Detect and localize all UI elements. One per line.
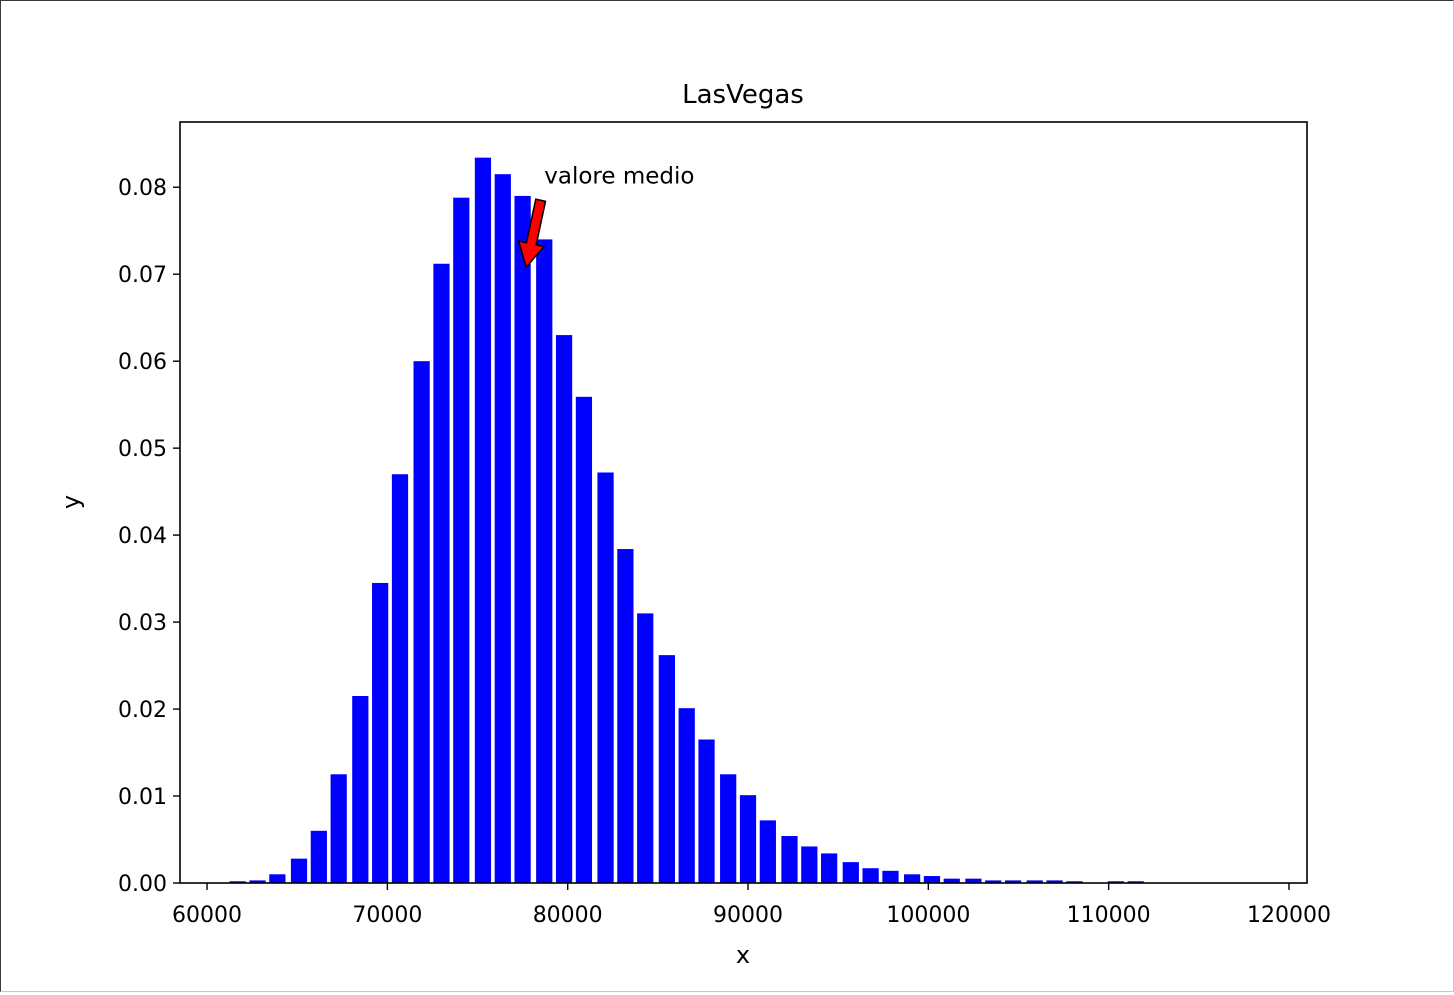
bar xyxy=(1046,880,1063,883)
bar xyxy=(575,396,593,883)
bar xyxy=(514,195,531,883)
x-tick-label: 110000 xyxy=(1067,903,1151,928)
chart-title: LasVegas xyxy=(682,80,804,110)
bar xyxy=(494,174,511,883)
bar xyxy=(413,361,430,884)
y-axis: 0.00 0.01 0.02 0.03 0.04 0.05 0.06 0.07 0.08 xyxy=(118,176,180,897)
bar xyxy=(882,870,899,883)
bar xyxy=(759,820,776,883)
bar xyxy=(229,881,246,883)
bar xyxy=(536,239,553,883)
y-tick-label: 0.08 xyxy=(118,176,167,201)
bar xyxy=(985,880,1002,883)
bar xyxy=(1066,881,1083,883)
bar xyxy=(862,868,879,883)
bar xyxy=(658,655,675,883)
y-axis-label: y xyxy=(57,495,85,509)
x-axis: 60000 70000 80000 90000 100000 110000 120000 xyxy=(172,883,1331,928)
bar xyxy=(1004,880,1022,883)
bar xyxy=(290,858,308,883)
bar xyxy=(801,846,818,883)
bar xyxy=(269,874,286,883)
y-tick-label: 0.07 xyxy=(118,263,167,288)
bar xyxy=(372,582,389,883)
x-tick-label: 90000 xyxy=(713,903,783,928)
x-tick-label: 60000 xyxy=(172,903,242,928)
y-tick-label: 0.01 xyxy=(118,785,167,810)
x-axis-label: x xyxy=(736,941,750,969)
annotation-arrow xyxy=(517,198,547,269)
bar xyxy=(1127,881,1144,883)
y-tick-label: 0.00 xyxy=(118,872,167,897)
bar xyxy=(923,876,941,883)
bar xyxy=(391,474,409,883)
bar xyxy=(903,874,921,883)
annotation-layer: valore medio xyxy=(517,164,694,269)
bar-series xyxy=(229,157,1144,884)
y-tick-label: 0.03 xyxy=(118,611,167,636)
x-tick-label: 100000 xyxy=(886,903,970,928)
plot-area-frame xyxy=(179,121,1308,884)
bar xyxy=(781,836,798,883)
x-tick-label: 120000 xyxy=(1247,903,1331,928)
x-tick-label: 70000 xyxy=(352,903,422,928)
bar xyxy=(617,549,634,883)
bar xyxy=(842,862,859,883)
bar xyxy=(555,335,573,884)
x-tick-label: 80000 xyxy=(533,903,603,928)
bar xyxy=(739,795,757,883)
bar xyxy=(698,739,715,883)
bar xyxy=(310,830,327,883)
bar xyxy=(637,613,654,883)
bar xyxy=(1026,880,1043,883)
y-tick-label: 0.02 xyxy=(118,698,167,723)
bar xyxy=(821,853,838,883)
bar xyxy=(597,472,614,883)
bar xyxy=(249,880,266,883)
bar xyxy=(720,774,737,883)
annotation-text: valore medio xyxy=(544,164,694,190)
bar xyxy=(330,774,347,883)
bar xyxy=(1107,881,1124,883)
bar xyxy=(965,878,982,883)
bar xyxy=(453,197,470,883)
bar xyxy=(943,878,960,883)
y-tick-label: 0.05 xyxy=(118,437,167,462)
y-tick-label: 0.04 xyxy=(118,524,167,549)
bar xyxy=(678,708,695,883)
bar xyxy=(352,696,369,883)
y-tick-label: 0.06 xyxy=(118,350,167,375)
bar xyxy=(433,263,450,883)
bar xyxy=(474,157,492,884)
